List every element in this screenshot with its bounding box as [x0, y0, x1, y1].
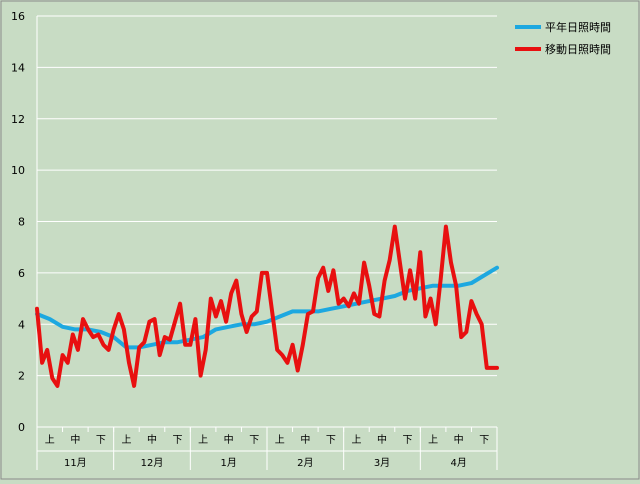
period-tick-label: 下	[326, 435, 336, 446]
y-tick-label: 0	[18, 421, 25, 434]
period-tick-label: 上	[275, 434, 285, 446]
legend-label-moving: 移動日照時間	[545, 42, 611, 56]
month-tick-label: 3月	[374, 457, 390, 469]
y-tick-label: 2	[18, 370, 25, 383]
period-tick-label: 中	[454, 433, 464, 446]
series-line-moving	[35, 224, 499, 388]
period-tick-label: 中	[377, 433, 387, 446]
y-tick-label: 8	[18, 216, 25, 229]
period-tick-label: 中	[70, 433, 80, 446]
legend-label-normal: 平年日照時間	[545, 20, 611, 34]
period-tick-label: 上	[198, 434, 208, 446]
period-tick-label: 上	[121, 434, 131, 446]
period-tick-label: 下	[96, 435, 106, 446]
legend-item-normal: 平年日照時間	[515, 20, 611, 34]
y-tick-label: 12	[11, 113, 25, 126]
month-tick-label: 2月	[297, 457, 313, 469]
period-tick-label: 下	[403, 435, 413, 446]
legend-item-moving: 移動日照時間	[515, 42, 611, 56]
period-tick-label: 下	[479, 435, 489, 446]
period-tick-label: 中	[224, 433, 234, 446]
gridlines	[37, 15, 497, 428]
period-tick-label: 下	[249, 435, 259, 446]
period-tick-label: 上	[428, 434, 438, 446]
y-tick-label: 14	[11, 61, 25, 74]
month-tick-label: 12月	[141, 457, 164, 469]
period-tick-label: 下	[173, 435, 183, 446]
period-tick-label: 中	[300, 433, 310, 446]
period-tick-label: 上	[351, 434, 361, 446]
axes: 0246810121416上中下11月上中下12月上中下1月上中下2月上中下3月…	[11, 10, 498, 470]
y-tick-label: 6	[18, 267, 25, 280]
period-tick-label: 中	[147, 433, 157, 446]
month-tick-label: 1月	[220, 457, 236, 469]
y-tick-label: 10	[11, 164, 25, 177]
series-lines	[35, 224, 499, 388]
y-tick-label: 4	[18, 318, 25, 331]
legend: 平年日照時間 移動日照時間	[515, 20, 611, 56]
period-tick-label: 上	[45, 434, 55, 446]
month-tick-label: 11月	[64, 457, 87, 469]
month-tick-label: 4月	[450, 457, 466, 469]
y-tick-label: 16	[11, 10, 25, 23]
